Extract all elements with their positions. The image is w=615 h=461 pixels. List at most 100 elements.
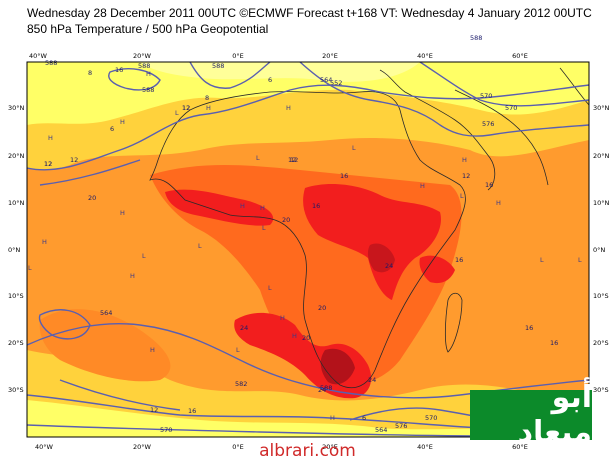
pressure-marker: L: [236, 346, 240, 354]
contour-label: 12: [44, 160, 52, 168]
pressure-marker: H: [120, 118, 125, 126]
lat-label-left: 20°N: [8, 152, 25, 160]
lon-label-bottom: 40°W: [35, 443, 54, 451]
pressure-marker: H: [130, 272, 135, 280]
lat-label-left: 30°S: [8, 386, 24, 394]
lon-label-bottom: 60°E: [512, 443, 528, 451]
pressure-marker: H: [496, 199, 501, 207]
contour-label: 564: [375, 426, 387, 434]
contour-label: 12: [290, 156, 298, 164]
pressure-marker: H: [260, 204, 265, 212]
lon-label-bottom: 0°E: [232, 443, 244, 451]
contour-label: 24: [385, 262, 393, 270]
contour-label: 20: [318, 304, 326, 312]
pressure-marker: H: [146, 70, 151, 78]
contour-label: 12: [70, 156, 78, 164]
pressure-marker: L: [28, 264, 32, 272]
contour-label: 12: [288, 156, 296, 164]
contour-label: 8: [205, 94, 209, 102]
contour-label: 6: [362, 414, 366, 422]
lon-label-top: 20°E: [322, 52, 338, 60]
forecast-title: Wednesday 28 December 2011 00UTC ©ECMWF …: [27, 6, 592, 20]
pressure-marker: H: [48, 134, 53, 142]
pressure-marker: H: [120, 209, 125, 217]
pressure-marker: H: [292, 332, 297, 340]
pressure-marker: L: [268, 284, 272, 292]
lat-label-left: 20°S: [8, 339, 24, 347]
pressure-marker: H: [150, 346, 155, 354]
contour-label: 12: [44, 160, 52, 168]
watermark-logo: أبو ميعاد: [470, 380, 592, 450]
contour-label: 582: [235, 380, 247, 388]
temperature-field: [27, 62, 589, 437]
pressure-marker: L: [198, 242, 202, 250]
contour-label: 588: [470, 34, 482, 42]
latitude-labels: 30°N 20°N 10°N 0°N 10°S 20°S 30°S 30°N 2…: [8, 104, 610, 394]
contour-label: 570: [160, 426, 172, 434]
contour-label: 16: [455, 256, 463, 264]
pressure-marker: L: [256, 154, 260, 162]
contour-label: 12: [150, 406, 158, 414]
contour-label: 588: [45, 59, 57, 67]
pressure-marker: H: [280, 314, 285, 322]
contour-label: 588: [212, 62, 224, 70]
pressure-marker: L: [142, 252, 146, 260]
lat-label-right: 10°N: [593, 199, 610, 207]
contour-label: 12: [182, 104, 190, 112]
longitude-labels: 40°W 20°W 0°E 20°E 40°E 60°E 40°W 20°W 0…: [29, 52, 528, 451]
lat-label-right: 20°N: [593, 152, 610, 160]
contour-label: 20: [282, 216, 290, 224]
contour-label: 564: [320, 76, 332, 84]
contour-label: 570: [480, 92, 492, 100]
contour-label: 570: [505, 104, 517, 112]
contour-label: 24: [240, 324, 248, 332]
contour-label: 20: [302, 334, 310, 342]
contour-label: 16: [188, 407, 196, 415]
contour-label: 16: [115, 66, 123, 74]
contour-label: 8: [88, 69, 92, 77]
pressure-marker: H: [240, 202, 245, 210]
contour-label: 588: [138, 62, 150, 70]
pressure-marker: L: [578, 256, 582, 264]
contour-label: 24: [318, 386, 326, 394]
contour-label: 12: [182, 104, 190, 112]
contour-labels: 588 8 12 16 12 12 6 12 8 588 552 570 576 570 588 564 6 12…: [44, 34, 558, 434]
contour-label: 570: [425, 414, 437, 422]
pressure-marker: H: [206, 104, 211, 112]
pressure-marker: L: [540, 256, 544, 264]
pressure-markers: H H H L H H H L H L H H L L H L H L H L H H L L H L H H L: [28, 70, 582, 422]
forecast-subtitle: 850 hPa Temperature / 500 hPa Geopotenti…: [27, 22, 269, 36]
contour-label: 16: [340, 172, 348, 180]
pressure-marker: L: [460, 192, 464, 200]
contour-label: 6: [110, 125, 114, 133]
contour-label: 16: [525, 324, 533, 332]
map-frame: [26, 61, 590, 438]
pressure-marker: H: [286, 104, 291, 112]
lat-label-right: 30°S: [593, 386, 609, 394]
lon-label-top: 20°W: [133, 52, 152, 60]
contour-label: 16: [550, 339, 558, 347]
lon-label-top: 40°E: [417, 52, 433, 60]
lat-label-left: 10°S: [8, 292, 24, 300]
lon-label-bottom: 40°E: [417, 443, 433, 451]
lon-label-top: 60°E: [512, 52, 528, 60]
contour-label: 24: [368, 376, 376, 384]
pressure-marker: H: [462, 156, 467, 164]
pressure-marker: L: [352, 144, 356, 152]
pressure-marker: L: [262, 224, 266, 232]
lat-label-left: 10°N: [8, 199, 25, 207]
lon-label-bottom: 20°W: [133, 443, 152, 451]
contour-label: 16: [485, 181, 493, 189]
pressure-marker: H: [420, 182, 425, 190]
contour-label: 564: [100, 309, 112, 317]
lat-label-right: 10°S: [593, 292, 609, 300]
contour-label: 552: [330, 79, 342, 87]
lon-label-top: 0°E: [232, 52, 244, 60]
lat-label-left: 0°N: [8, 246, 20, 254]
lat-label-right: 30°N: [593, 104, 610, 112]
contour-label: 576: [395, 422, 407, 430]
lat-label-right: 0°N: [593, 246, 605, 254]
lon-label-top: 40°W: [29, 52, 48, 60]
contour-label: 20: [88, 194, 96, 202]
